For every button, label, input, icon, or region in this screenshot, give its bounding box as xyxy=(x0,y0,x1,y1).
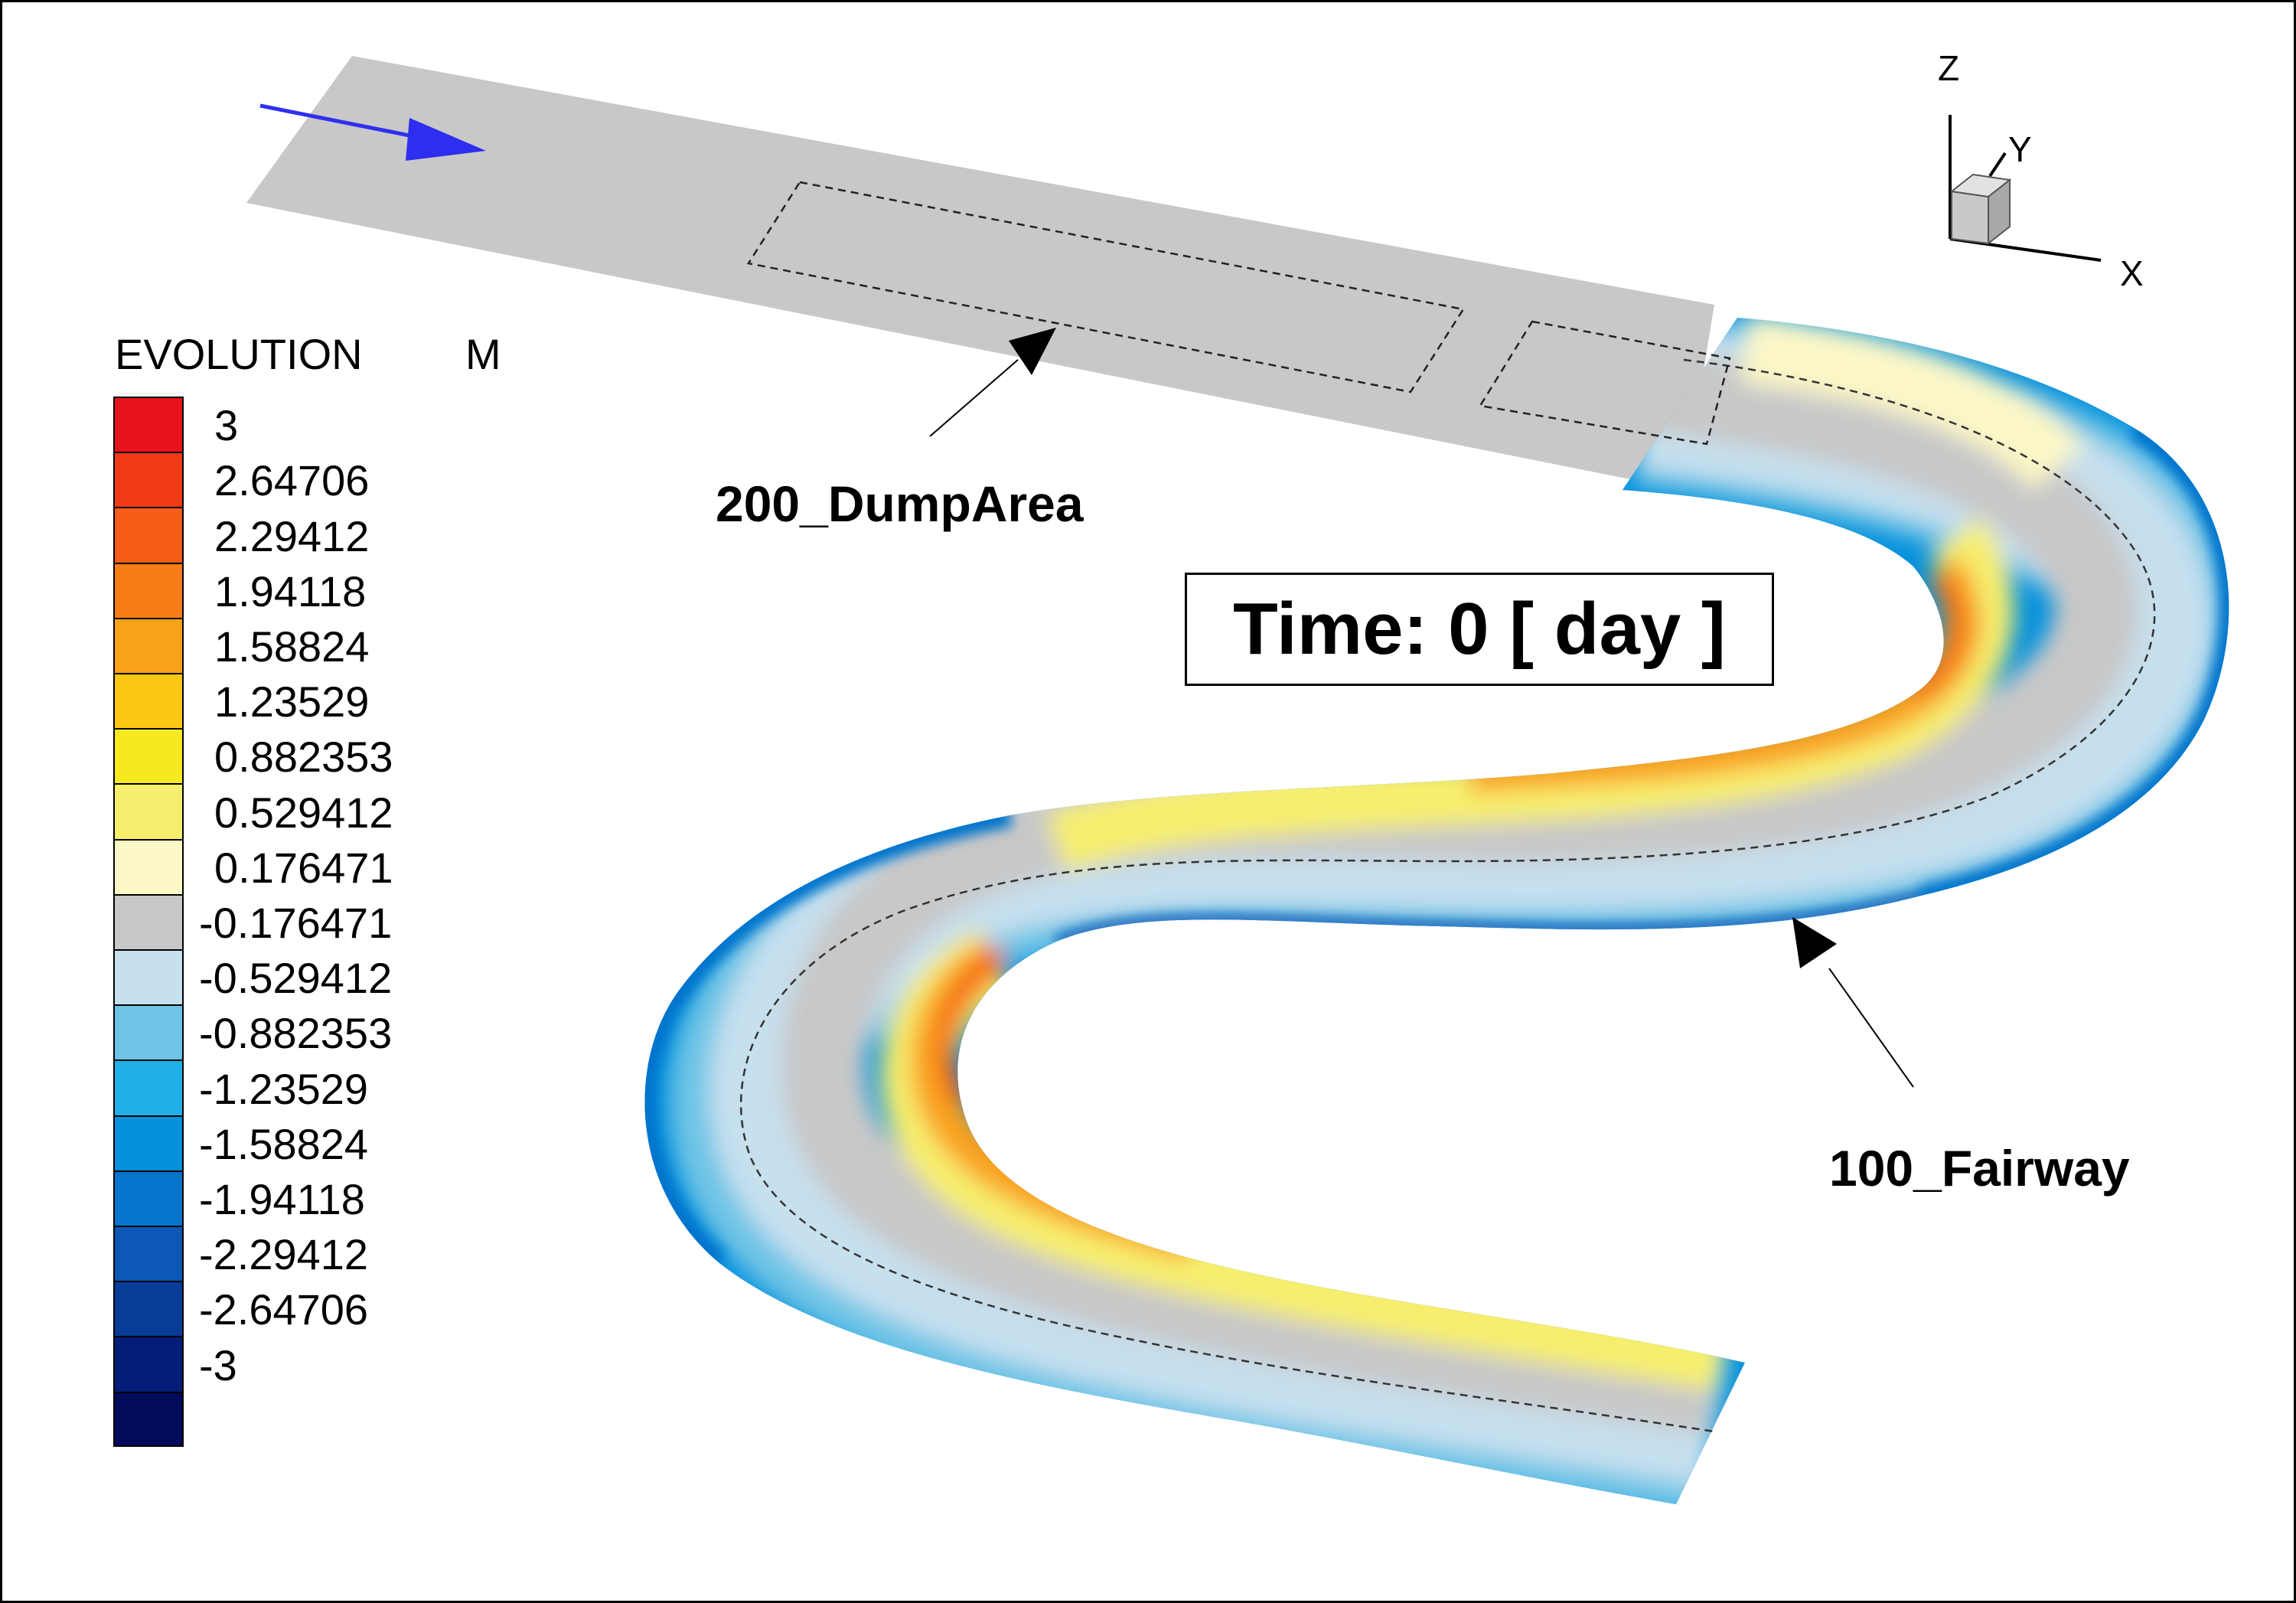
legend-level-label: -0.176471 xyxy=(199,898,393,947)
z-axis-label: Z xyxy=(1938,48,1960,88)
legend-swatch xyxy=(113,838,184,894)
legend-level-label: 2.29412 xyxy=(214,511,370,560)
legend-level-label: -2.29412 xyxy=(199,1230,369,1279)
legend-swatch xyxy=(113,617,184,673)
axis-cube-front xyxy=(1951,190,1989,245)
fairway-leader xyxy=(1792,917,1914,1088)
legend-swatch xyxy=(113,1391,184,1447)
legend-swatch xyxy=(113,1170,184,1226)
legend-level-label: 1.94118 xyxy=(214,566,367,615)
legend-swatch xyxy=(113,1115,184,1170)
legend-level-label: -0.882353 xyxy=(199,1009,393,1058)
time-indicator-box: Time: 0 [ day ] xyxy=(1185,573,1774,686)
x-axis-label: X xyxy=(2120,253,2144,293)
legend-swatch xyxy=(113,1336,184,1392)
dump-area-outline xyxy=(746,181,1466,393)
meander-red-deposition xyxy=(1910,573,1965,699)
legend-unit: M xyxy=(465,330,501,378)
legend-level-label: 1.58824 xyxy=(214,622,370,671)
legend-swatch xyxy=(113,783,184,839)
legend-level-label: 0.176471 xyxy=(214,843,393,892)
axis-cube-side xyxy=(1988,178,2011,246)
legend-level-label: -1.23529 xyxy=(199,1064,369,1113)
legend-level-label: 2.64706 xyxy=(214,456,370,505)
meander-deep-blue-edge xyxy=(1919,420,2229,906)
legend-swatch xyxy=(113,1226,184,1281)
legend-level-label: -3 xyxy=(199,1340,237,1389)
meander-red-deposition-2 xyxy=(937,945,1008,1107)
legend-level-label: -1.94118 xyxy=(199,1174,365,1223)
meander-cream-band xyxy=(1740,318,2085,491)
legend-level-label: -0.529412 xyxy=(199,954,393,1003)
time-indicator: Time: 0 [ day ] xyxy=(1233,588,1726,670)
legend-swatch xyxy=(113,452,184,508)
axis-triad xyxy=(1949,115,2102,262)
dump-area-label: 200_DumpArea xyxy=(716,475,1084,532)
legend-level-label: -1.58824 xyxy=(199,1119,369,1168)
fairway-upstream-outline xyxy=(1478,320,1731,446)
legend-level-label: 3 xyxy=(214,401,239,450)
legend-level-label: 0.529412 xyxy=(214,788,393,837)
upstream-channel xyxy=(246,56,1714,490)
legend-swatch xyxy=(113,893,184,949)
legend-swatch xyxy=(113,673,184,729)
legend-swatch xyxy=(113,949,184,1005)
legend-swatch xyxy=(113,1004,184,1060)
legend-title: EVOLUTION xyxy=(115,330,363,378)
legend-swatch xyxy=(113,507,184,563)
legend-swatch xyxy=(113,562,184,618)
legend-swatch xyxy=(113,728,184,784)
legend-level-label: 1.23529 xyxy=(214,677,370,726)
legend-swatch xyxy=(113,1059,184,1115)
legend-level-label: 0.882353 xyxy=(214,733,393,782)
legend-level-label: -2.64706 xyxy=(199,1285,369,1334)
y-axis-label: Y xyxy=(2008,129,2032,169)
dump-area-leader xyxy=(929,328,1056,437)
legend-swatch xyxy=(113,1281,184,1337)
flow-direction-arrow xyxy=(259,103,486,161)
fairway-label: 100_Fairway xyxy=(1829,1140,2130,1197)
legend-swatch xyxy=(113,397,184,452)
channel-centerline xyxy=(739,358,2156,1433)
